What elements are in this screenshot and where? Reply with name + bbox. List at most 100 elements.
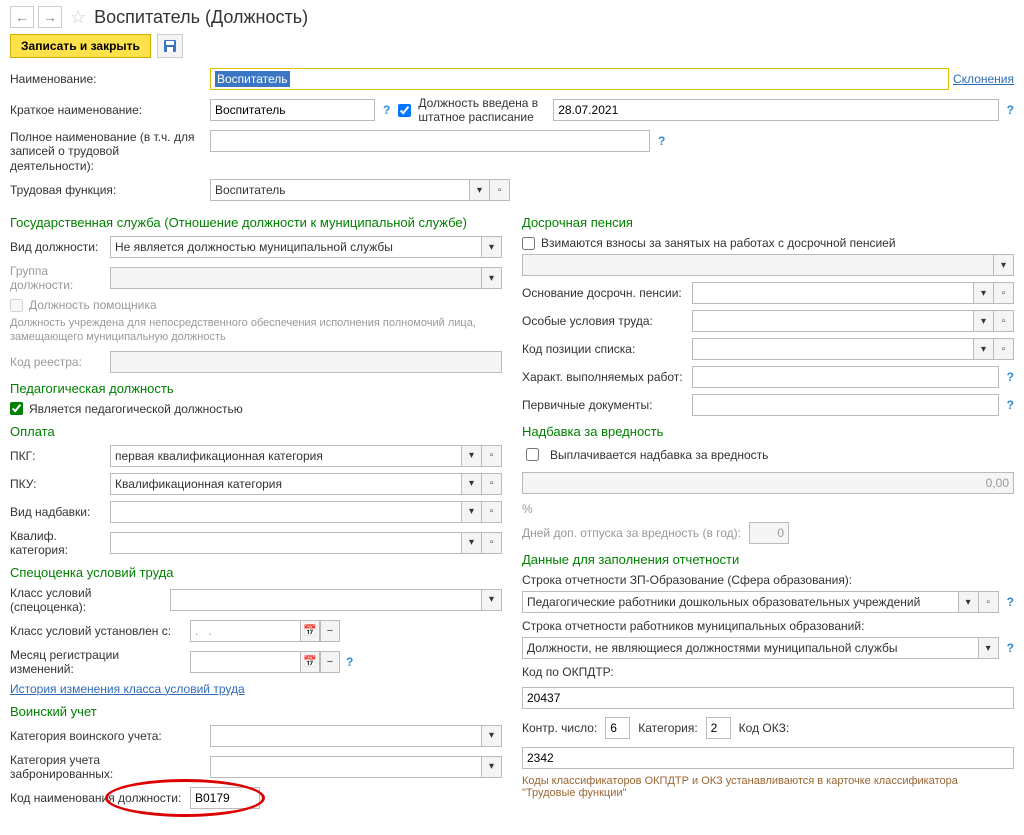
pension-contrib-checkbox[interactable] bbox=[522, 237, 535, 250]
dropdown-button[interactable]: ▾ bbox=[462, 473, 482, 495]
open-button[interactable]: ▫ bbox=[994, 282, 1014, 304]
pension-special-label: Особые условия труда: bbox=[522, 314, 692, 328]
percent-label: % bbox=[522, 502, 533, 516]
position-group-select bbox=[110, 267, 482, 289]
save-button[interactable] bbox=[157, 34, 183, 58]
open-button[interactable]: ▫ bbox=[482, 445, 502, 467]
pension-listpos-label: Код позиции списка: bbox=[522, 342, 692, 356]
open-button[interactable]: ▫ bbox=[482, 532, 502, 554]
sout-section-title: Спецоценка условий труда bbox=[10, 565, 502, 580]
short-name-input[interactable] bbox=[210, 99, 375, 121]
sout-month-input[interactable] bbox=[190, 651, 300, 673]
assistant-note: Должность учреждена для непосредственног… bbox=[10, 316, 502, 345]
open-button[interactable]: ▫ bbox=[490, 179, 510, 201]
registry-code-input bbox=[110, 351, 502, 373]
dropdown-button[interactable]: ▾ bbox=[482, 725, 502, 747]
open-button[interactable]: ▫ bbox=[994, 310, 1014, 332]
labor-function-select[interactable]: Воспитатель bbox=[210, 179, 470, 201]
pkg-select[interactable]: первая квалификационная категория bbox=[110, 445, 462, 467]
open-button[interactable]: ▫ bbox=[994, 338, 1014, 360]
pension-listpos-select[interactable] bbox=[692, 338, 974, 360]
declensions-link[interactable]: Склонения bbox=[953, 72, 1014, 86]
full-name-input[interactable] bbox=[210, 130, 650, 152]
help-icon[interactable]: ? bbox=[346, 655, 353, 669]
help-icon[interactable]: ? bbox=[1007, 103, 1014, 117]
military-booked-label: Категория учета забронированных: bbox=[10, 753, 210, 781]
pension-workchar-label: Характ. выполняемых работ: bbox=[522, 370, 692, 384]
classifier-note: Коды классификаторов ОКПДТР и ОКЗ устана… bbox=[522, 775, 1014, 799]
dropdown-button[interactable]: ▾ bbox=[470, 179, 490, 201]
help-icon[interactable]: ? bbox=[1007, 370, 1014, 384]
report-cat-input[interactable] bbox=[706, 717, 731, 739]
sout-date-input[interactable] bbox=[190, 620, 300, 642]
help-icon[interactable]: ? bbox=[658, 134, 665, 148]
help-icon[interactable]: ? bbox=[1007, 398, 1014, 412]
dropdown-button[interactable]: ▾ bbox=[974, 338, 994, 360]
gov-section-title: Государственная служба (Отношение должно… bbox=[10, 215, 502, 230]
nav-forward-button[interactable]: → bbox=[38, 6, 62, 28]
dropdown-button[interactable]: ▾ bbox=[979, 637, 999, 659]
okpdtr-input[interactable] bbox=[522, 687, 1014, 709]
position-type-select[interactable]: Не является должностью муниципальной слу… bbox=[110, 236, 482, 258]
pension-docs-input[interactable] bbox=[692, 394, 999, 416]
qual-cat-select[interactable] bbox=[110, 532, 462, 554]
dropdown-button[interactable]: ▾ bbox=[482, 589, 502, 611]
bonus-type-select[interactable] bbox=[110, 501, 462, 523]
nav-back-button[interactable]: ← bbox=[10, 6, 34, 28]
dropdown-button[interactable]: ▾ bbox=[462, 501, 482, 523]
name-input[interactable]: Воспитатель bbox=[210, 68, 949, 90]
military-cat-select[interactable] bbox=[210, 725, 482, 747]
pension-workchar-input[interactable] bbox=[692, 366, 999, 388]
open-button[interactable]: ▫ bbox=[482, 501, 502, 523]
calendar-icon[interactable]: 📅 bbox=[300, 620, 320, 642]
pku-select[interactable]: Квалификационная категория bbox=[110, 473, 462, 495]
report-edu-label: Строка отчетности ЗП-Образование (Сфера … bbox=[522, 573, 1014, 587]
pension-basis-select[interactable] bbox=[692, 282, 974, 304]
help-icon[interactable]: ? bbox=[383, 103, 390, 117]
save-and-close-button[interactable]: Записать и закрыть bbox=[10, 34, 151, 58]
military-code-input[interactable] bbox=[190, 787, 260, 809]
position-entered-checkbox[interactable] bbox=[398, 104, 411, 117]
dropdown-button[interactable]: ▾ bbox=[482, 756, 502, 778]
help-icon[interactable]: ? bbox=[1007, 595, 1014, 609]
dropdown-button[interactable]: ▾ bbox=[959, 591, 979, 613]
dropdown-button[interactable]: ▾ bbox=[462, 445, 482, 467]
dropdown-button: ▾ bbox=[994, 254, 1014, 276]
okz-input[interactable] bbox=[522, 747, 1014, 769]
clear-button[interactable]: − bbox=[320, 620, 340, 642]
report-edu-select[interactable]: Педагогические работники дошкольных обра… bbox=[522, 591, 959, 613]
position-type-label: Вид должности: bbox=[10, 240, 110, 254]
name-label: Наименование: bbox=[10, 72, 210, 86]
pension-contrib-label: Взимаются взносы за занятых на работах с… bbox=[541, 236, 896, 250]
dropdown-button[interactable]: ▾ bbox=[462, 532, 482, 554]
hazard-amount-input bbox=[522, 472, 1014, 494]
page-title: Воспитатель (Должность) bbox=[94, 7, 308, 28]
is-pedagogical-checkbox[interactable] bbox=[10, 402, 23, 415]
hazard-pay-checkbox[interactable] bbox=[526, 448, 539, 461]
help-icon[interactable]: ? bbox=[1007, 641, 1014, 655]
position-entered-date[interactable] bbox=[553, 99, 998, 121]
calendar-icon[interactable]: 📅 bbox=[300, 651, 320, 673]
military-booked-select[interactable] bbox=[210, 756, 482, 778]
position-group-label: Группа должности: bbox=[10, 264, 110, 292]
assistant-checkbox bbox=[10, 299, 23, 312]
open-button[interactable]: ▫ bbox=[979, 591, 999, 613]
control-input[interactable] bbox=[605, 717, 630, 739]
dropdown-button[interactable]: ▾ bbox=[974, 282, 994, 304]
dropdown-button[interactable]: ▾ bbox=[482, 236, 502, 258]
pension-section-title: Досрочная пенсия bbox=[522, 215, 1014, 230]
hazard-section-title: Надбавка за вредность bbox=[522, 424, 1014, 439]
clear-button[interactable]: − bbox=[320, 651, 340, 673]
sout-history-link[interactable]: История изменения класса условий труда bbox=[10, 682, 245, 696]
pension-special-select[interactable] bbox=[692, 310, 974, 332]
open-button[interactable]: ▫ bbox=[482, 473, 502, 495]
report-cat-label: Категория: bbox=[638, 721, 697, 735]
sout-class-select[interactable] bbox=[170, 589, 482, 611]
dropdown-button[interactable]: ▾ bbox=[974, 310, 994, 332]
is-pedagogical-label: Является педагогической должностью bbox=[29, 402, 243, 416]
report-mun-select[interactable]: Должности, не являющиеся должностями мун… bbox=[522, 637, 979, 659]
pension-empty-select bbox=[522, 254, 994, 276]
favorite-star-icon[interactable]: ☆ bbox=[70, 7, 86, 28]
okpdtr-label: Код по ОКПДТР: bbox=[522, 665, 614, 679]
registry-code-label: Код реестра: bbox=[10, 355, 110, 369]
